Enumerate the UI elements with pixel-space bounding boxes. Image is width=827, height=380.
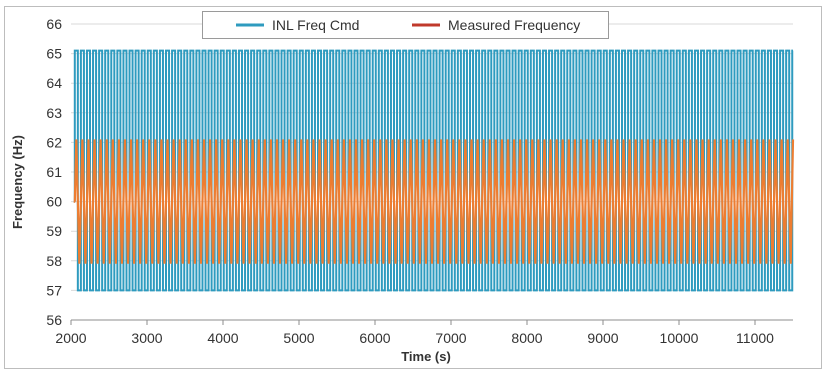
y-tick-label-58: 58 (46, 253, 62, 269)
y-tick-label-64: 64 (46, 75, 62, 91)
x-tick-label-4000: 4000 (207, 330, 238, 346)
x-tick-label-9000: 9000 (587, 330, 618, 346)
x-tick-label-11000: 11000 (736, 330, 774, 346)
legend: INL Freq Cmd Measured Frequency (202, 11, 609, 39)
y-tick-label-61: 61 (46, 164, 62, 180)
legend-label-measured-frequency: Measured Frequency (448, 17, 580, 33)
y-tick-label-62: 62 (46, 134, 62, 150)
series-lines (73, 49, 795, 292)
x-tick-label-6000: 6000 (359, 330, 390, 346)
y-tick-label-66: 66 (46, 16, 62, 32)
y-tick-label-60: 60 (46, 194, 62, 210)
x-axis-title: Time (s) (401, 349, 451, 364)
legend-label-inl-freq-cmd: INL Freq Cmd (272, 17, 359, 33)
series-line-measured-frequency (73, 139, 795, 264)
x-tick-label-5000: 5000 (283, 330, 314, 346)
x-tick-label-2000: 2000 (55, 330, 86, 346)
x-tick-label-7000: 7000 (435, 330, 466, 346)
y-tick-label-57: 57 (46, 282, 62, 298)
x-tick-label-8000: 8000 (511, 330, 542, 346)
x-tick-label-3000: 3000 (131, 330, 162, 346)
y-tick-label-65: 65 (46, 46, 62, 62)
y-tick-label-59: 59 (46, 223, 62, 239)
y-tick-label-63: 63 (46, 105, 62, 121)
y-tick-label-56: 56 (46, 312, 62, 328)
y-axis-title: Frequency (Hz) (10, 135, 25, 229)
axes: 56 57 58 59 60 61 62 63 64 65 66 2000 3000 4000 5000 60… (46, 16, 793, 346)
x-tick-label-10000: 10000 (660, 330, 699, 346)
legend-box (202, 11, 609, 39)
